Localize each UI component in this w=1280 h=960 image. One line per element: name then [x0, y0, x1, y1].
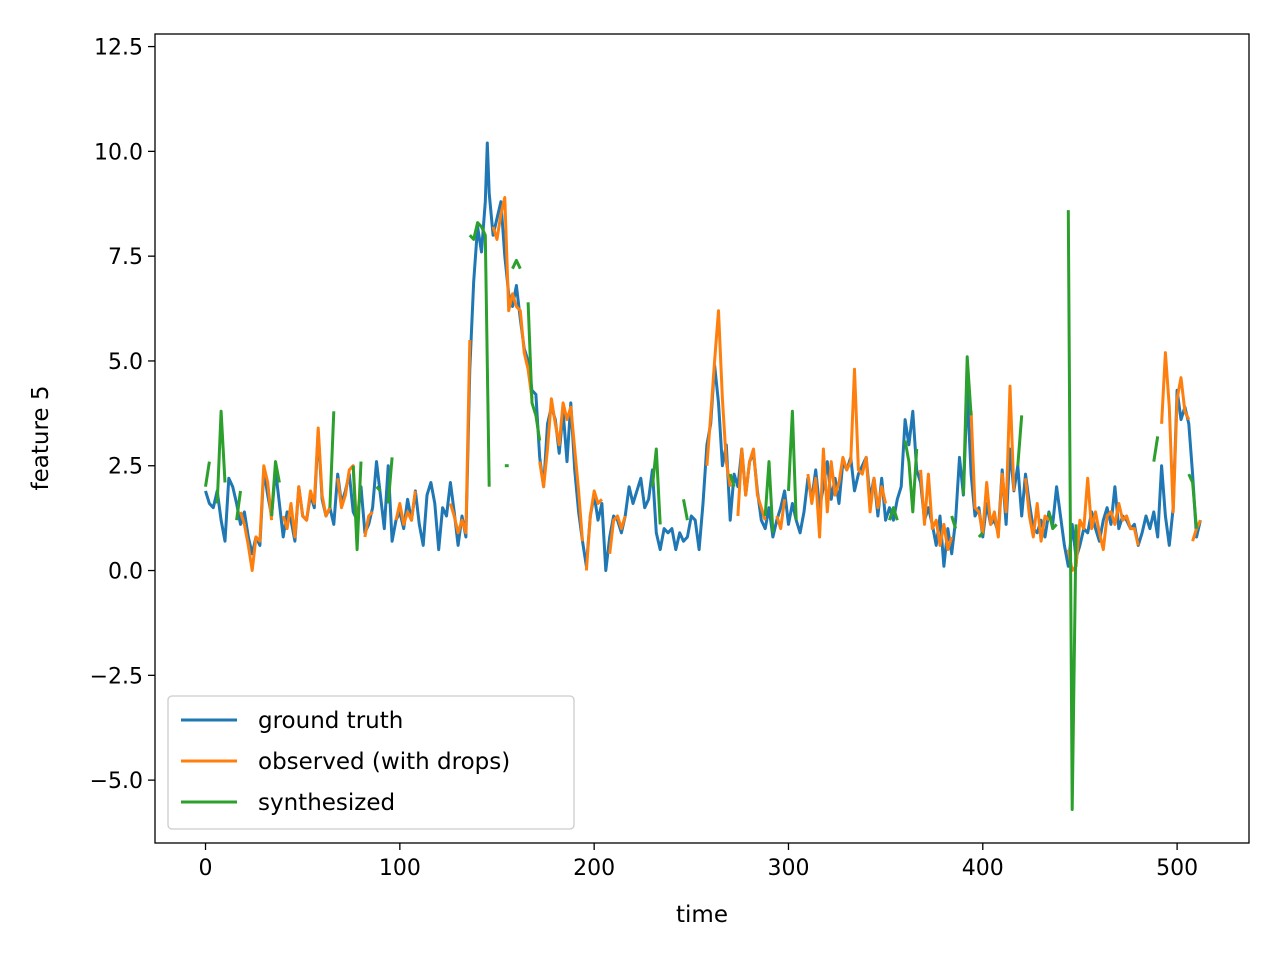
- y-tick-label: 12.5: [94, 36, 143, 61]
- x-tick-label: 0: [199, 856, 213, 881]
- series-line-segment: [394, 490, 417, 526]
- series-line-segment: [705, 309, 732, 487]
- x-axis-label: time: [676, 902, 728, 928]
- y-tick-label: 5.0: [108, 350, 143, 375]
- series-line-segment: [682, 499, 689, 521]
- x-axis: 0 100 200 300 400 500: [199, 843, 1198, 881]
- plot-frame: [154, 33, 1250, 844]
- series-line-segment: [961, 355, 973, 496]
- y-tick-label: −2.5: [90, 664, 143, 689]
- legend-label: ground truth: [258, 708, 403, 734]
- series-line-segment: [1152, 436, 1160, 462]
- x-tick-label: 300: [767, 856, 809, 881]
- series-line-segment: [204, 461, 211, 487]
- y-tick-label: −5.0: [90, 769, 143, 794]
- series-line-segment: [511, 258, 522, 270]
- series-line-segment: [526, 302, 542, 441]
- series-line-segment: [736, 447, 767, 521]
- series-line-segment: [903, 440, 919, 514]
- series-line-segment: [281, 426, 332, 539]
- series-line-segment: [787, 409, 798, 521]
- series-line-segment: [235, 490, 242, 521]
- series-line-segment: [608, 514, 627, 554]
- series-line-segment: [363, 510, 374, 538]
- series-3: [204, 210, 1198, 811]
- legend-box: [167, 695, 575, 830]
- series-line-segment: [763, 460, 775, 533]
- series-layer: [204, 141, 1202, 811]
- series-line-segment: [448, 339, 472, 535]
- x-tick-label: 200: [573, 856, 615, 881]
- y-axis: −5.0 −2.5 0.0 2.5 5.0 7.5 10.0 12.5: [90, 36, 155, 794]
- series-line-segment: [919, 469, 954, 552]
- x-tick-label: 400: [962, 856, 1004, 881]
- series-line-segment: [215, 409, 227, 504]
- series-line-segment: [1047, 511, 1058, 531]
- series-line-segment: [1187, 473, 1198, 529]
- series-line-segment: [328, 411, 336, 508]
- y-tick-label: 10.0: [94, 140, 143, 165]
- series-line-segment: [351, 461, 363, 552]
- series-line-segment: [538, 397, 584, 542]
- series-line-segment: [386, 457, 394, 504]
- legend-label: observed (with drops): [258, 749, 510, 775]
- series-line-segment: [775, 499, 787, 531]
- series-line-segment: [468, 221, 491, 487]
- y-axis-label: feature 5: [28, 386, 54, 491]
- series-line-segment: [239, 464, 274, 572]
- series-line-segment: [728, 473, 736, 488]
- series-line-segment: [1160, 351, 1191, 514]
- y-tick-label: 7.5: [108, 245, 143, 270]
- x-tick-label: 500: [1156, 856, 1198, 881]
- series-line-segment: [584, 489, 603, 571]
- legend: ground truth observed (with drops) synthes…: [167, 695, 575, 830]
- series-line-segment: [270, 460, 281, 517]
- y-tick-label: 0.0: [108, 560, 143, 585]
- series-line-segment: [950, 515, 958, 530]
- y-tick-label: 2.5: [108, 455, 143, 480]
- series-line-segment: [1024, 478, 1050, 543]
- series-line-segment: [650, 447, 662, 525]
- series-line-segment: [1066, 476, 1140, 572]
- series-line-segment: [977, 531, 984, 539]
- series-line-segment: [969, 384, 1016, 539]
- legend-label: synthesized: [258, 790, 395, 816]
- x-tick-label: 100: [379, 856, 421, 881]
- series-line-segment: [806, 367, 888, 539]
- series-line-segment: [491, 196, 534, 399]
- series-line-segment: [1066, 210, 1078, 811]
- series-line-segment: [1016, 415, 1024, 466]
- series-line-segment: [375, 485, 382, 492]
- series-line-segment: [888, 506, 899, 521]
- series-2: [239, 196, 1202, 572]
